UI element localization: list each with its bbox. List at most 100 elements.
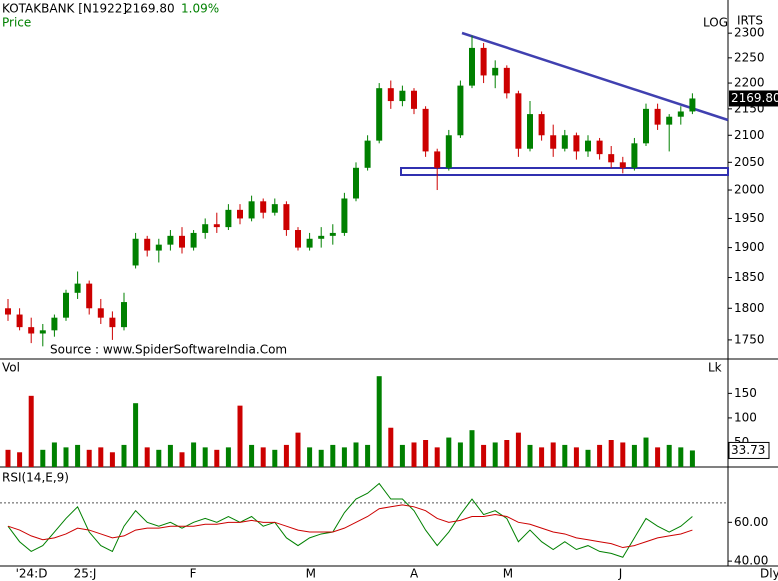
volume-bar bbox=[318, 449, 324, 467]
candle-body bbox=[260, 201, 267, 213]
candle-body bbox=[585, 140, 591, 152]
volume-bar bbox=[666, 444, 672, 467]
volume-bar bbox=[388, 427, 394, 467]
candle-body bbox=[469, 47, 475, 86]
volume-bar bbox=[51, 442, 57, 467]
last-price: 2169.80 bbox=[125, 2, 175, 16]
change: 1.09% bbox=[181, 2, 219, 16]
y-tick-label: 2300 bbox=[734, 26, 765, 40]
candle-body bbox=[689, 98, 696, 112]
candle-body bbox=[619, 162, 626, 168]
candle-body bbox=[179, 235, 185, 248]
volume-bar bbox=[399, 444, 405, 467]
volume-bar bbox=[40, 449, 46, 467]
volume-bar bbox=[655, 447, 661, 467]
y-tick-label: 1750 bbox=[734, 332, 765, 346]
x-label: Dly bbox=[760, 567, 778, 581]
volume-bar bbox=[86, 449, 92, 467]
candle-body bbox=[74, 283, 81, 293]
candle-body bbox=[341, 198, 348, 233]
volume-bar bbox=[307, 447, 313, 467]
volume-bar bbox=[585, 449, 591, 467]
price-box bbox=[729, 90, 778, 107]
candle-body bbox=[596, 140, 603, 155]
candle-body bbox=[434, 151, 441, 168]
volume-bar bbox=[562, 444, 568, 467]
volume-bar bbox=[63, 447, 69, 467]
candle-body bbox=[376, 88, 383, 141]
volume-bar bbox=[423, 440, 429, 467]
candle-body bbox=[631, 143, 638, 168]
volume-bar bbox=[608, 440, 614, 467]
panel-label: RSI(14,E,9) bbox=[2, 471, 69, 485]
candle-body bbox=[295, 230, 301, 248]
volume-bar bbox=[98, 447, 104, 467]
volume-bar bbox=[457, 442, 463, 467]
trend-line bbox=[461, 31, 729, 122]
candle-body bbox=[515, 93, 522, 149]
candle-body bbox=[306, 238, 313, 248]
y-tick-label: 100 bbox=[734, 410, 757, 424]
y-tick-label: 2050 bbox=[734, 155, 765, 169]
candle-body bbox=[480, 47, 487, 76]
volume-bar bbox=[225, 447, 231, 467]
candle-body bbox=[167, 235, 174, 245]
candle-body bbox=[457, 85, 464, 136]
candle-body bbox=[213, 224, 220, 228]
volume-bar bbox=[75, 444, 81, 467]
volume-bar bbox=[109, 452, 115, 467]
volume-bar bbox=[283, 444, 289, 467]
candle-body bbox=[28, 327, 35, 334]
volume-bar bbox=[121, 444, 127, 467]
volume-bar bbox=[434, 447, 440, 467]
volume-bar bbox=[144, 447, 150, 467]
volume-bar bbox=[504, 440, 510, 467]
volume-bar bbox=[214, 449, 220, 467]
candle-body bbox=[527, 114, 533, 149]
x-tick-label: M bbox=[503, 567, 513, 581]
volume-bar bbox=[597, 444, 603, 467]
candle-body bbox=[121, 302, 127, 328]
candle-body bbox=[643, 108, 649, 144]
y-tick-label: 2200 bbox=[734, 76, 765, 90]
candle-body bbox=[16, 314, 23, 328]
y-tick-label: 2250 bbox=[734, 50, 765, 64]
value-box-label: 33.73 bbox=[731, 443, 765, 457]
volume-bar bbox=[620, 442, 626, 467]
candle-body bbox=[422, 108, 429, 152]
y-tick-label: 1950 bbox=[734, 211, 765, 225]
rsi-line bbox=[7, 504, 693, 549]
candle-body bbox=[248, 201, 255, 219]
candle-body bbox=[190, 232, 197, 248]
candle-body bbox=[329, 232, 336, 236]
x-tick-label: 25:J bbox=[74, 567, 97, 581]
candle-body bbox=[492, 67, 499, 76]
price-box-label: 2169.80 bbox=[731, 91, 778, 105]
candle-body bbox=[538, 114, 545, 136]
y-tick-label: 40.00 bbox=[734, 554, 768, 568]
support-zone bbox=[400, 167, 729, 176]
candle-body bbox=[654, 108, 661, 125]
candle-body bbox=[353, 167, 359, 199]
candle-body bbox=[677, 111, 684, 117]
candle-body bbox=[271, 204, 278, 213]
volume-bar bbox=[191, 442, 197, 467]
y-tick-label: 2000 bbox=[734, 183, 765, 197]
candle-body bbox=[399, 90, 406, 102]
volume-bar bbox=[365, 444, 371, 467]
candle-body bbox=[608, 154, 615, 163]
volume-bar bbox=[249, 444, 255, 467]
y-tick-label: 1800 bbox=[734, 301, 765, 315]
candle-body bbox=[237, 209, 243, 219]
candle-body bbox=[132, 238, 139, 266]
volume-bar bbox=[260, 447, 266, 467]
candle-body bbox=[550, 135, 557, 149]
candle-body bbox=[573, 135, 580, 152]
y-tick-label: 1850 bbox=[734, 270, 765, 284]
y-tick-label: 150 bbox=[734, 386, 757, 400]
candle-body bbox=[63, 292, 69, 318]
unit-label: Lk bbox=[708, 361, 722, 375]
volume-bar bbox=[202, 447, 208, 467]
volume-bar bbox=[469, 430, 475, 467]
